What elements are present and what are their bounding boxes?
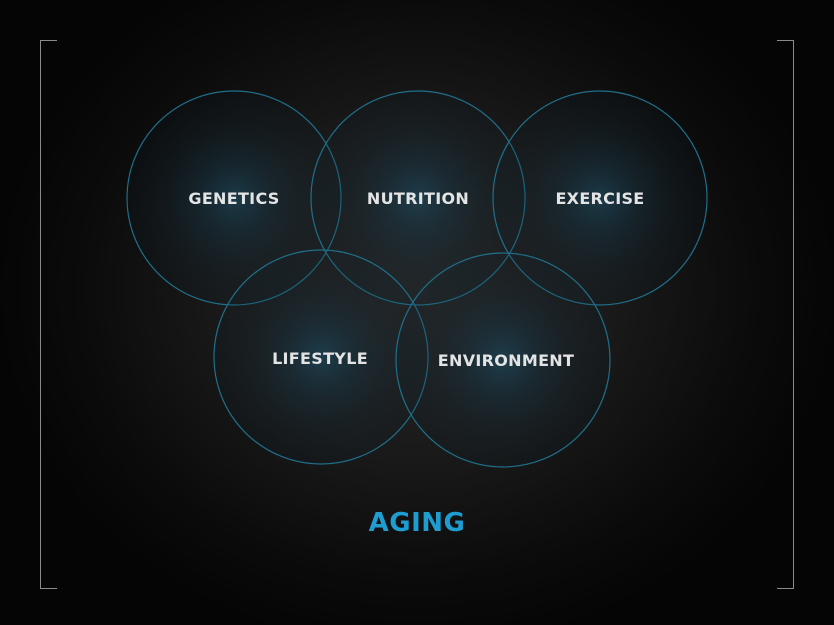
genetics-label: GENETICS <box>188 189 279 208</box>
exercise-label: EXERCISE <box>555 189 644 208</box>
circle-exercise: EXERCISE <box>492 90 708 306</box>
right-bracket-frame <box>777 40 794 589</box>
environment-label: ENVIRONMENT <box>438 351 574 370</box>
circle-genetics: GENETICS <box>126 90 342 306</box>
circle-environment: ENVIRONMENT <box>395 252 611 468</box>
left-bracket-frame <box>40 40 57 589</box>
lifestyle-label: LIFESTYLE <box>272 349 368 368</box>
nutrition-label: NUTRITION <box>367 189 469 208</box>
diagram-title: AGING <box>368 508 466 538</box>
circle-nutrition: NUTRITION <box>310 90 526 306</box>
